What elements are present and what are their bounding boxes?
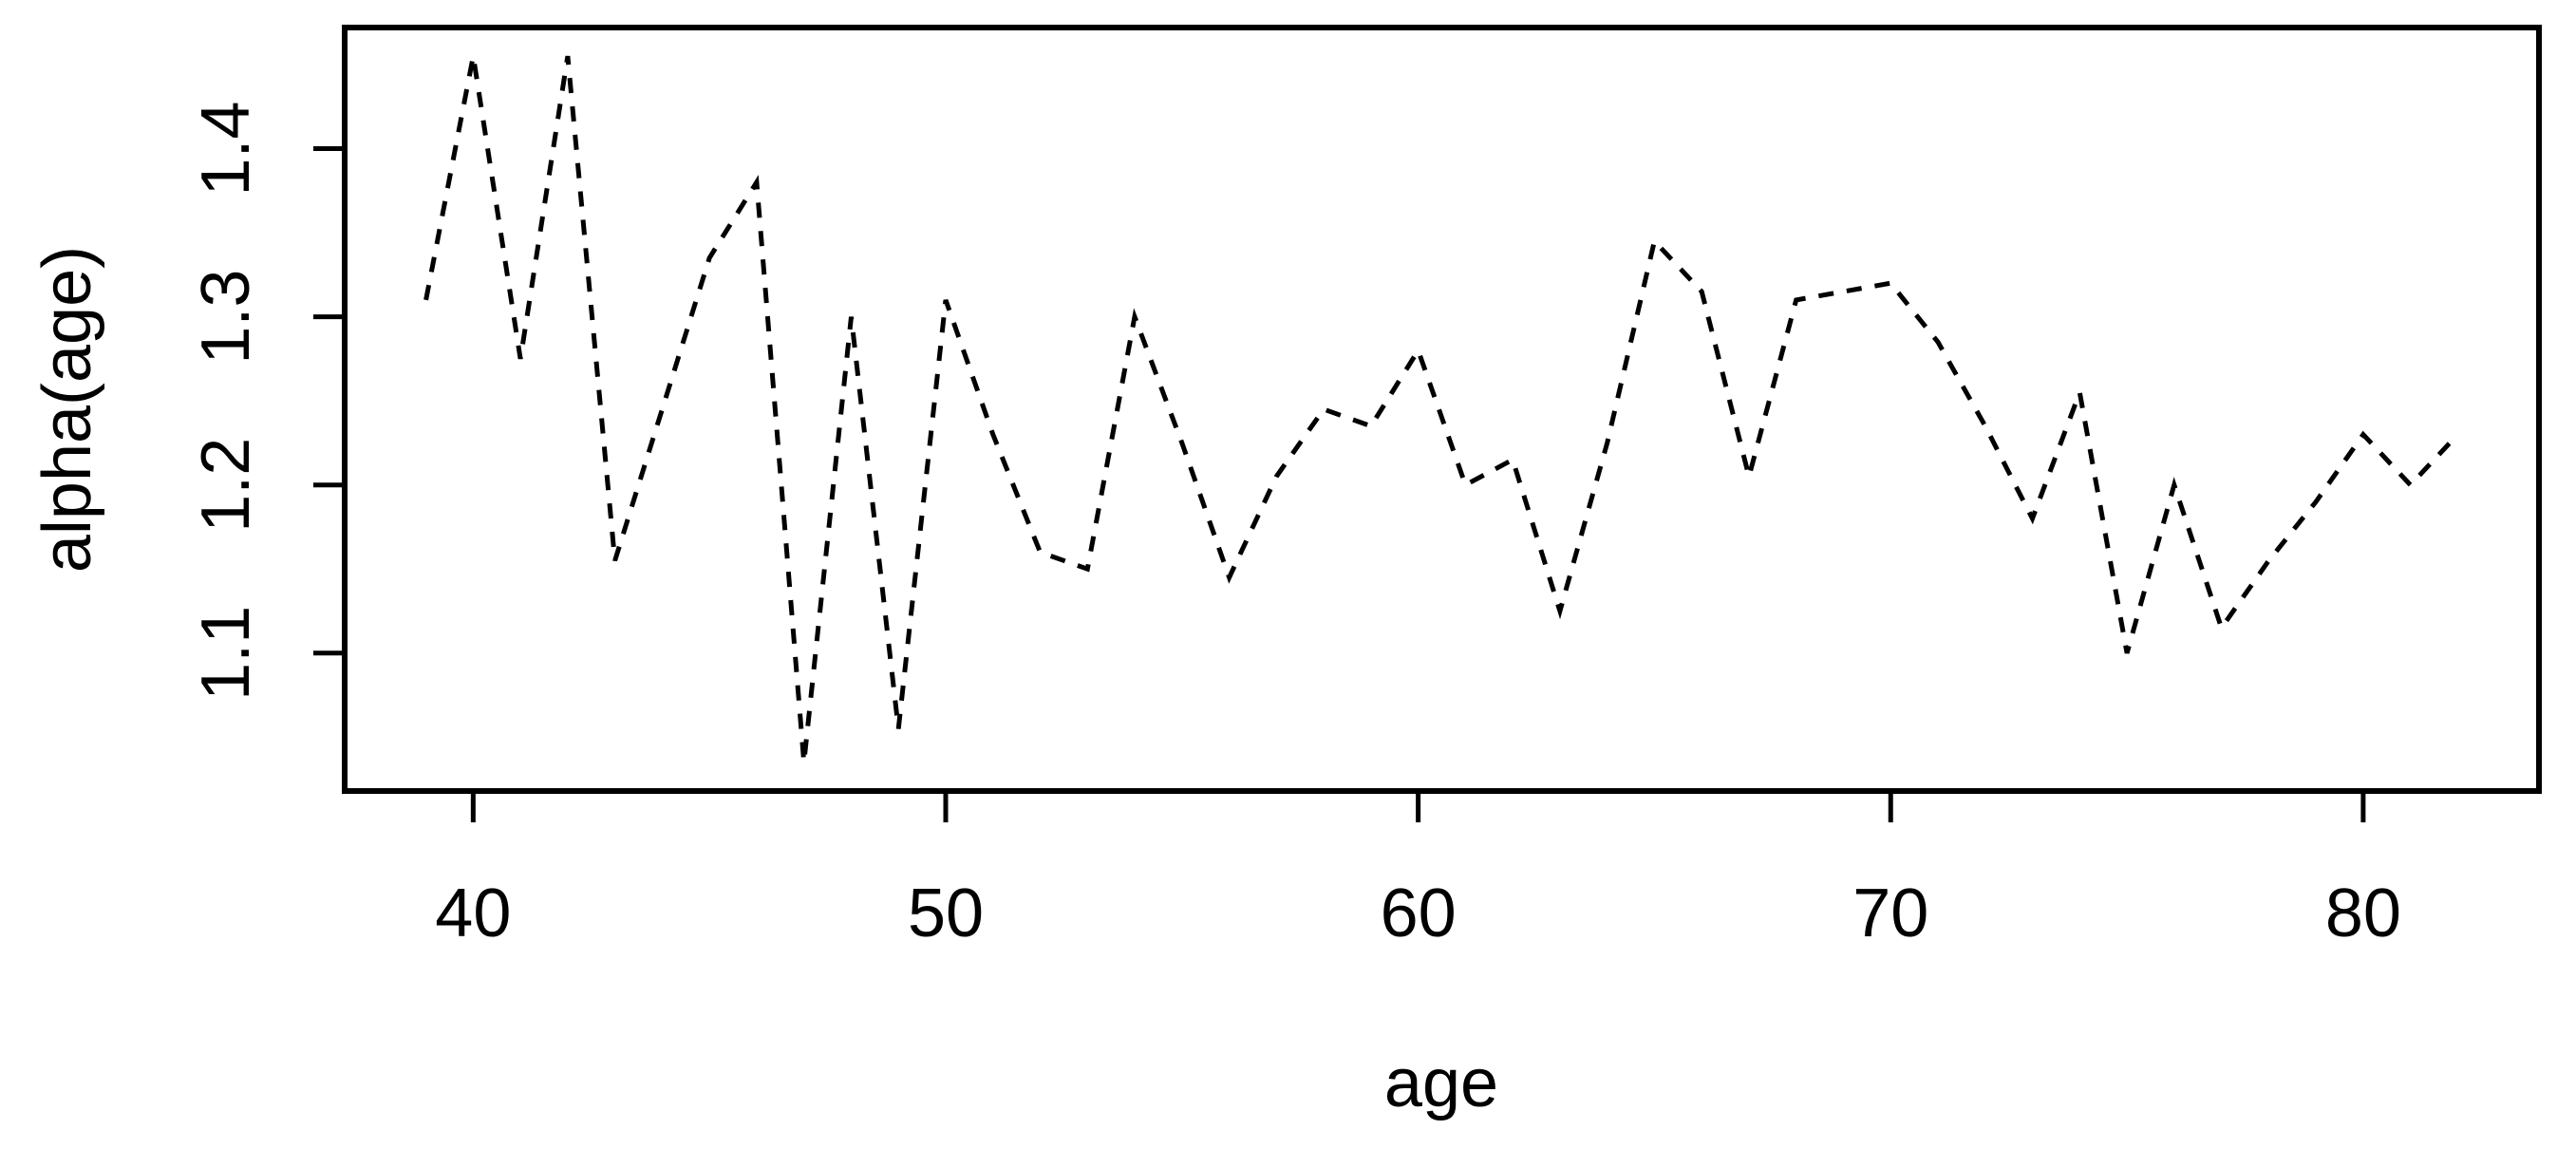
- y-axis-title: alpha(age): [29, 246, 105, 573]
- x-tick-label: 70: [1852, 876, 1928, 951]
- y-tick-label: 1.3: [188, 270, 264, 365]
- data-series-line: [423, 55, 2460, 763]
- y-tick-label: 1.4: [188, 101, 264, 196]
- plot-area: [345, 28, 2539, 791]
- y-tick-label: 1.2: [188, 438, 264, 533]
- x-tick-label: 50: [908, 876, 984, 951]
- x-axis-title: age: [1384, 1045, 1498, 1121]
- axis-tick-labels: 40 50 60 70 80 1.1 1.2 1.3 1.4: [188, 101, 2401, 951]
- axis-ticks: [313, 146, 2366, 822]
- x-tick-label: 40: [435, 876, 511, 951]
- x-tick-label: 80: [2325, 876, 2401, 951]
- x-tick-label: 60: [1381, 876, 1457, 951]
- plot-border-box: [342, 25, 2542, 794]
- y-tick-label: 1.1: [188, 606, 264, 701]
